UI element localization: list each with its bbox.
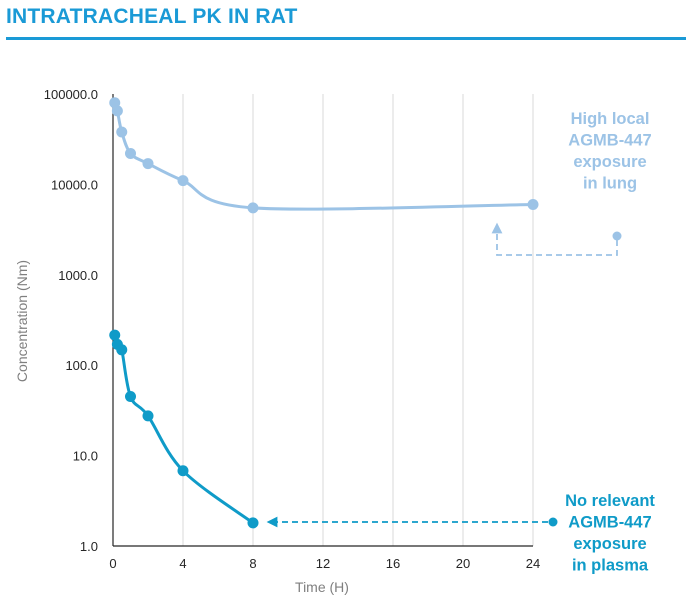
x-tick-label: 20 <box>456 556 470 571</box>
page-title: INTRATRACHEAL PK IN RAT <box>6 5 298 28</box>
lung-data-point <box>177 175 189 187</box>
y-tick-label: 100.0 <box>65 358 98 373</box>
lung-data-point <box>142 158 154 170</box>
series-layer <box>109 97 539 529</box>
plasma-data-point <box>142 410 154 422</box>
plasma-data-point <box>116 344 128 356</box>
lung-data-point <box>111 105 123 117</box>
plasma-data-point <box>177 465 189 477</box>
lung-annotation-arrow <box>491 222 618 256</box>
plasma-annotation-dot <box>548 517 558 527</box>
y-tick-label: 1.0 <box>80 539 98 554</box>
plasma-data-point <box>247 517 259 529</box>
plasma-data-point <box>125 391 136 403</box>
lung-annotation-line: AGMB-447 <box>568 132 651 150</box>
x-axis-title: Time (H) <box>295 579 349 595</box>
lung-annotation-line: High local <box>571 110 650 128</box>
plasma-annotation-line: No relevant <box>565 492 655 510</box>
y-tick-label: 10000.0 <box>51 177 98 192</box>
x-tick-label: 8 <box>249 556 256 571</box>
x-tick-label: 12 <box>316 556 330 571</box>
lung-data-point <box>125 147 136 159</box>
lung-data-point <box>116 126 128 138</box>
title-underline <box>6 37 686 40</box>
x-tick-label: 16 <box>386 556 400 571</box>
plasma-annotation-line: exposure <box>573 535 646 553</box>
plasma-annotation-line: in plasma <box>572 557 649 575</box>
plasma-series-line <box>113 334 254 525</box>
lung-annotation-line: in lung <box>583 175 637 193</box>
y-tick-label: 1000.0 <box>58 268 98 283</box>
plasma-data-point <box>109 329 121 341</box>
lung-annotation-dot <box>612 231 622 241</box>
lung-annotation-line: exposure <box>573 153 646 171</box>
plasma-annotation-line: AGMB-447 <box>568 514 651 532</box>
x-tick-label: 0 <box>109 556 116 571</box>
lung-data-point <box>247 202 259 214</box>
lung-series-line <box>113 102 534 211</box>
y-tick-label: 10.0 <box>73 449 98 464</box>
grid-layer <box>182 94 534 546</box>
annotation-layer: High local AGMB-447 exposure in lung No rele… <box>266 110 655 575</box>
y-tick-label: 100000.0 <box>44 87 98 102</box>
axis-layer: 0 4 8 12 16 20 24 1.0 10.0 100.0 1000.0 10000.0 1000… <box>44 87 540 571</box>
y-axis-title: Concentration (Nm) <box>14 260 30 382</box>
x-tick-label: 24 <box>526 556 540 571</box>
x-tick-label: 4 <box>179 556 186 571</box>
lung-data-point <box>527 198 539 210</box>
